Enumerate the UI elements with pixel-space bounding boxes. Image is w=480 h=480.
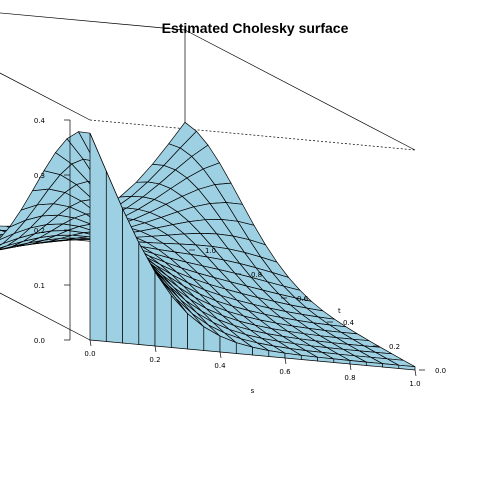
surface-skirt	[89, 133, 107, 342]
s-tick-label: 0.8	[344, 374, 355, 382]
s-tick-label: 0.6	[279, 368, 291, 376]
s-tick	[284, 357, 287, 365]
s-axis-label: s	[251, 387, 255, 395]
s-tick	[349, 363, 352, 371]
z-tick-label: 0.3	[34, 172, 45, 180]
box-edge	[0, 292, 91, 341]
t-tick-label: 0.0	[435, 367, 446, 375]
z-tick-label: 0.4	[34, 117, 46, 125]
box-edge	[0, 12, 186, 31]
z-tick-label: 0.1	[34, 282, 45, 290]
z-tick-label: 0.2	[34, 227, 45, 235]
t-tick-label: 0.2	[389, 343, 400, 351]
box-edge	[0, 72, 91, 121]
surface-mesh	[0, 121, 416, 371]
t-tick-label: 0.8	[251, 271, 262, 279]
t-tick-label: 1.0	[205, 247, 216, 255]
s-tick	[414, 369, 417, 377]
s-tick-label: 0.2	[149, 356, 160, 364]
axes: 0.0 0.2 0.4 0.6 0.8 1.0 s 0.0 0.1 0.2 0.3 0.4 0.0 0.2…	[34, 117, 446, 395]
t-axis-label: t	[338, 307, 341, 315]
chart-title: Estimated Cholesky surface	[161, 20, 349, 36]
s-tick-label: 0.0	[84, 350, 95, 358]
s-tick	[89, 339, 92, 347]
z-tick-label: 0.0	[34, 337, 45, 345]
t-tick-label: 0.6	[297, 295, 309, 303]
t-tick-label: 0.4	[343, 319, 355, 327]
s-tick	[154, 345, 157, 353]
s-tick-label: 0.4	[214, 362, 226, 370]
s-tick-label: 1.0	[409, 380, 420, 388]
box-edge	[184, 29, 416, 151]
s-tick	[219, 351, 222, 359]
